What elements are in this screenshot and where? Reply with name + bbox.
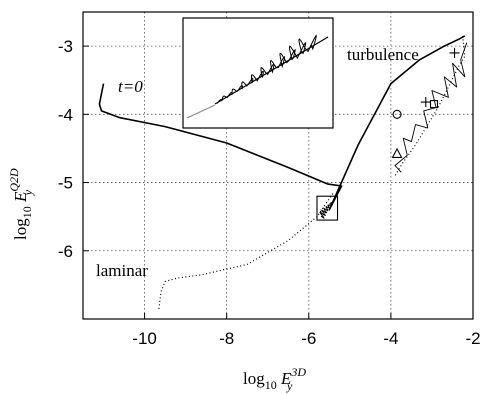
annotation-laminar: laminar: [96, 261, 148, 280]
zoom-box-trajectory: [319, 202, 332, 219]
plot-area-frame: [82, 11, 474, 320]
tick-labels: -10 -8 -6 -4 -2 -6 -5 -4 -3: [58, 37, 481, 348]
markers-group: [391, 47, 460, 158]
zoom-box: [316, 195, 339, 221]
inset-oscillation: [216, 34, 317, 104]
inset-frame: [182, 17, 334, 129]
x-axis-label-base: log: [243, 369, 265, 388]
marker-plus: [420, 97, 431, 108]
x-tick-label: -8: [219, 329, 234, 348]
y-tick-label: -4: [58, 105, 73, 124]
svg-text:log10 EQ2Dy: log10 EQ2Dy: [7, 168, 35, 240]
marker-square: [429, 100, 439, 109]
x-tick-label: -6: [301, 329, 316, 348]
y-tick-label: -3: [58, 37, 73, 56]
y-axis-label-var-sup: Q2D: [7, 168, 21, 192]
y-axis-label-var-sub: y: [21, 189, 35, 196]
x-axis-label-sub: 10: [265, 378, 277, 392]
inset-plot: [182, 17, 334, 129]
y-tick-label: -5: [58, 174, 73, 193]
series-line-1: [98, 35, 466, 211]
x-axis-label-var-sub: y: [286, 379, 293, 393]
x-axis-label: log10 E3D y: [243, 365, 306, 393]
x-tick-label: -4: [383, 329, 398, 348]
x-axis-label-var: E: [280, 369, 292, 388]
x-tick-label: -2: [465, 329, 480, 348]
marker-plus: [449, 47, 460, 58]
annotation-t0: t=0: [118, 77, 143, 96]
annotation-turbulence: turbulence: [347, 45, 419, 64]
y-axis-label: log10 EQ2Dy: [7, 168, 35, 240]
marker-triangle: [391, 147, 403, 158]
x-tick-label: -10: [132, 329, 157, 348]
y-axis-label-var: E: [11, 191, 30, 203]
x-axis-label-var-sup: 3D: [290, 365, 306, 379]
y-tick-label: -6: [58, 242, 73, 261]
marker-circle: [392, 109, 402, 119]
inset-lead-in: [186, 104, 216, 119]
series-line-3: [394, 35, 466, 177]
grid: [83, 12, 474, 319]
inset-series: [186, 34, 329, 119]
y-axis-label-base: log: [11, 218, 30, 240]
y-axis-label-sub: 10: [20, 206, 34, 218]
zoom-box-frame: [316, 195, 339, 221]
